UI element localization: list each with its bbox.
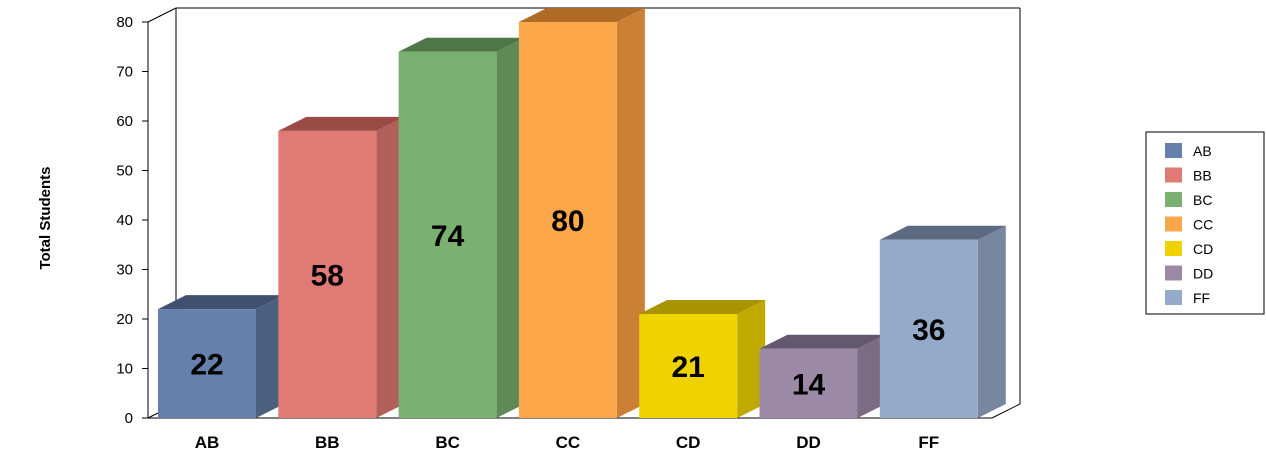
bar-side	[616, 8, 645, 418]
legend-swatch	[1165, 265, 1182, 281]
bar-top	[759, 334, 886, 349]
legend-entry: FF	[1193, 290, 1210, 306]
x-tick-label: FF	[918, 433, 939, 452]
bar-side	[977, 225, 1006, 418]
bar-bc: 74	[398, 37, 525, 418]
bar-cc: 80	[518, 8, 645, 418]
x-axis-ticks: AB BB BC CC CD DD FF	[195, 433, 939, 452]
bar-front	[639, 314, 738, 418]
legend-swatch	[1165, 143, 1182, 158]
data-label: 80	[551, 205, 584, 238]
y-tick-label: 20	[116, 311, 133, 328]
bar-side	[376, 116, 405, 419]
legend: AB BB BC CC CD DD FF	[1145, 131, 1265, 315]
legend-swatch	[1165, 167, 1182, 183]
bar-side	[737, 300, 766, 418]
data-label: 21	[672, 351, 705, 384]
bar-front	[759, 348, 858, 418]
y-tick-label: 70	[116, 64, 133, 81]
bar-top	[398, 37, 525, 52]
bar-top	[879, 225, 1006, 240]
bar-ab: 22	[158, 295, 284, 418]
legend-entry: BC	[1193, 192, 1212, 208]
bar-side	[857, 334, 886, 418]
y-tick-label: 10	[116, 361, 133, 378]
bar-cd: 21	[639, 300, 766, 418]
x-tick-label: BC	[435, 433, 460, 452]
bar-dd: 14	[759, 334, 886, 418]
bars: 22 58 74 80 21 14 36	[158, 8, 1006, 419]
y-tick-label: 80	[116, 14, 133, 31]
bar-side	[496, 37, 525, 418]
bar-side	[256, 295, 284, 418]
legend-swatch	[1165, 192, 1182, 207]
y-tick-label: 0	[125, 410, 133, 427]
data-label: 58	[311, 259, 344, 292]
x-tick-label: DD	[796, 433, 821, 452]
bar-top	[518, 8, 645, 22]
legend-swatch	[1165, 290, 1182, 305]
data-label: 22	[190, 349, 223, 382]
bar-front	[158, 309, 256, 418]
bar-bb: 58	[278, 116, 405, 419]
legend-entry: DD	[1193, 266, 1213, 282]
bar-top	[639, 300, 766, 315]
bar-top	[278, 116, 405, 131]
legend-swatch	[1165, 216, 1182, 232]
legend-swatch	[1165, 241, 1182, 256]
bar-front	[398, 51, 497, 418]
y-tick-label: 30	[116, 262, 133, 279]
x-tick-label: CC	[556, 433, 581, 452]
y-axis-label: Total Students	[37, 166, 54, 269]
bar-front	[518, 22, 617, 418]
legend-entry: CC	[1193, 217, 1213, 233]
legend-entry: BB	[1193, 168, 1212, 184]
x-tick-label: AB	[195, 433, 220, 452]
bar-ff: 36	[879, 225, 1006, 418]
bar-front	[278, 130, 377, 418]
legend-entry: AB	[1193, 143, 1212, 159]
x-tick-label: BB	[315, 433, 340, 452]
y-tick-label: 50	[116, 163, 133, 180]
bar-front	[879, 239, 978, 418]
data-label: 74	[431, 220, 465, 253]
y-tick-label: 60	[116, 113, 133, 130]
legend-entry: CD	[1193, 241, 1213, 257]
bar-top	[158, 295, 284, 310]
data-label: 14	[792, 368, 826, 401]
data-label: 36	[912, 314, 945, 347]
y-tick-label: 40	[116, 212, 133, 229]
y-axis-ticks: 0 10 20 30 40 50 60 70 80	[116, 14, 148, 427]
x-tick-label: CD	[676, 433, 701, 452]
